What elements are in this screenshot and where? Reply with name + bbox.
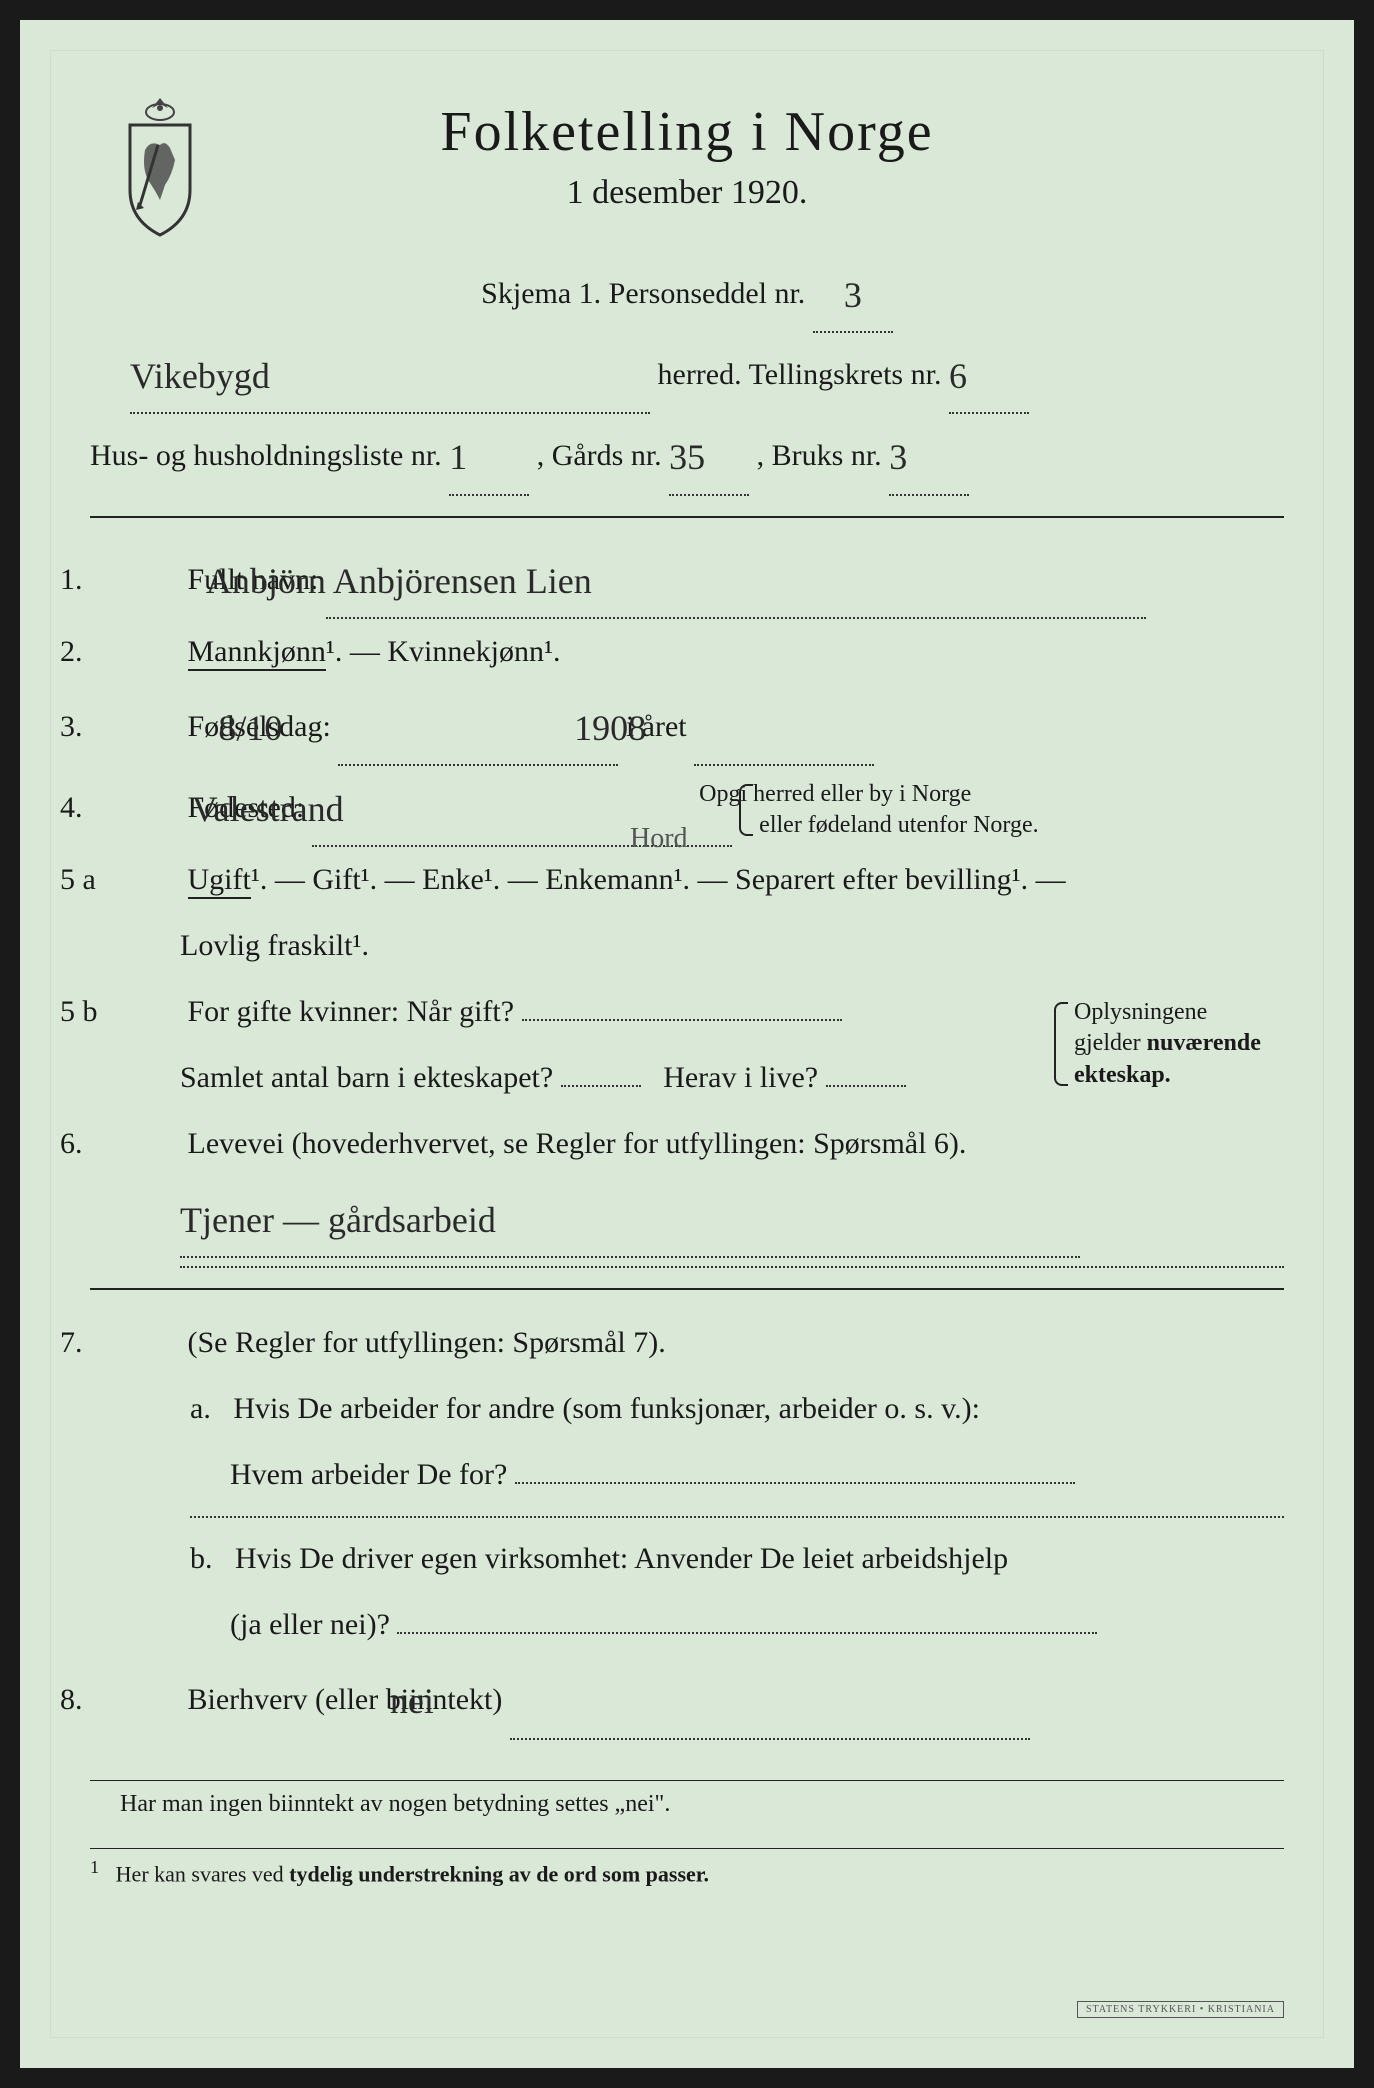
q5b-n3: ekteskap. — [1074, 1062, 1171, 1088]
husliste-label: Hus- og husholdningsliste nr. — [90, 439, 442, 472]
dotted-rule — [180, 1266, 1284, 1268]
q3: 3. Fødselsdag: 8/10 i året 1908 — [90, 685, 1284, 766]
dotted-rule-2 — [190, 1516, 1284, 1518]
q7-num: 7. — [120, 1310, 180, 1376]
q5b-n1: Oplysningene — [1074, 999, 1207, 1025]
q4-note1: Opgi herred eller by i Norge — [699, 781, 971, 807]
q2-kvinne: Kvinnekjønn¹. — [387, 635, 560, 668]
q4-value: Valestrand — [252, 770, 344, 849]
q5b-num: 5 b — [120, 979, 180, 1045]
q8: 8. Bierhverv (eller biinntekt) nei — [90, 1658, 1284, 1739]
q7b-l2: (ja eller nei)? — [90, 1592, 1284, 1658]
herred-label: herred. Tellingskrets nr. — [658, 358, 942, 391]
q5b-n2: gjelder gjelder nuværendenuværende — [1074, 1030, 1261, 1056]
q5a-l2: Lovlig fraskilt¹. — [180, 929, 369, 962]
herred-value: Vikebygd — [130, 337, 270, 416]
q4: 4. Fødested: Valestrand Opgi herred elle… — [90, 766, 1284, 847]
q2-mann: Mannkjønn — [188, 635, 326, 671]
q7b-l1t: Hvis De driver egen virksomhet: Anvender… — [235, 1542, 1008, 1575]
coat-of-arms-icon — [110, 90, 210, 240]
footnote-text: Her kan svares ved tydelig understreknin… — [105, 1861, 709, 1886]
q8-num: 8. — [120, 1667, 180, 1733]
q3-num: 3. — [120, 694, 180, 760]
q7b-l1: b. Hvis De driver egen virksomhet: Anven… — [90, 1526, 1284, 1592]
q5b-l1a: For gifte kvinner: Når gift? — [188, 995, 515, 1028]
footnote-sup: 1 — [90, 1857, 99, 1877]
q6-num: 6. — [120, 1111, 180, 1177]
q1: 1. Fullt navn: Anbjörn Anbjörensen Lien — [90, 538, 1284, 619]
q5a-num: 5 a — [120, 847, 180, 913]
q5a-rest: ¹. — Gift¹. — Enke¹. — Enkemann¹. — Sepa… — [251, 863, 1066, 896]
footnote: 1 Her kan svares ved tydelig understrekn… — [90, 1848, 1284, 1887]
q5b-l1: 5 b For gifte kvinner: Når gift? — [90, 979, 1054, 1045]
q1-value: Anbjörn Anbjörensen Lien — [266, 542, 592, 621]
census-form-page: Folketelling i Norge 1 desember 1920. Sk… — [20, 20, 1354, 2068]
page-title: Folketelling i Norge — [90, 100, 1284, 164]
q5b-l2a: Samlet antal barn i ekteskapet? — [180, 1061, 553, 1094]
gards-label: , Gårds nr. — [537, 439, 662, 472]
q4-note2: eller fødeland utenfor Norge. — [759, 812, 1038, 838]
bruks-nr: 3 — [889, 418, 907, 497]
q5a-line2: Lovlig fraskilt¹. — [90, 913, 1284, 979]
gards-nr: 35 — [669, 418, 705, 497]
q1-num: 1. — [120, 547, 180, 613]
q7b-l2t: (ja eller nei)? — [230, 1608, 390, 1641]
q7b-label: b. — [190, 1542, 213, 1575]
tellingskrets-nr: 6 — [949, 337, 967, 416]
q6-label: Levevei (hovederhvervet, se Regler for u… — [188, 1127, 967, 1160]
q7a-label: a. — [190, 1392, 211, 1425]
q2: 2. Mannkjønn¹. — Kvinnekjønn¹. — [90, 619, 1284, 685]
q7a-l1t: Hvis De arbeider for andre (som funksjon… — [233, 1392, 980, 1425]
q7a-l1: a. Hvis De arbeider for andre (som funks… — [90, 1376, 1284, 1442]
q7a-l2: Hvem arbeider De for? — [90, 1442, 1284, 1508]
q2-num: 2. — [120, 619, 180, 685]
q5a-ugift: Ugift — [188, 863, 251, 899]
q7a-l2t: Hvem arbeider De for? — [230, 1458, 507, 1491]
bruks-label: , Bruks nr. — [757, 439, 882, 472]
herred-line: Vikebygd herred. Tellingskrets nr. 6 — [90, 333, 1284, 414]
q4-note: Opgi herred eller by i Norge eller fødel… — [739, 779, 1038, 841]
q3-year: 1908 — [634, 689, 646, 768]
q6-value-line: Tjener — gårdsarbeid — [90, 1177, 1284, 1258]
q2-sep: ¹. — — [326, 635, 388, 668]
nei-note: Har man ingen biinntekt av nogen betydni… — [120, 1791, 1284, 1818]
header: Folketelling i Norge 1 desember 1920. — [90, 100, 1284, 212]
q5b-note: Oplysningene gjelder gjelder nuværendenu… — [1054, 997, 1284, 1091]
husliste-line: Hus- og husholdningsliste nr. 1 , Gårds … — [90, 414, 1284, 495]
q6-value: Tjener — gårdsarbeid — [180, 1181, 496, 1260]
q5b-l2: Samlet antal barn i ekteskapet? Herav i … — [90, 1045, 1054, 1111]
q7: 7. (Se Regler for utfyllingen: Spørsmål … — [90, 1310, 1284, 1376]
q4-num: 4. — [120, 775, 180, 841]
husliste-nr: 1 — [449, 418, 467, 497]
divider — [90, 516, 1284, 518]
q5b-row: 5 b For gifte kvinner: Når gift? Samlet … — [90, 979, 1284, 1111]
skjema-line: Skjema 1. Personseddel nr. 3 — [90, 252, 1284, 333]
printer-stamp: STATENS TRYKKERI • KRISTIANIA — [1077, 2001, 1284, 2018]
personseddel-nr: 3 — [844, 256, 862, 335]
q3-day: 8/10 — [278, 689, 282, 768]
page-subtitle: 1 desember 1920. — [90, 174, 1284, 212]
q5a: 5 a Ugift¹. — Gift¹. — Enke¹. — Enkemann… — [90, 847, 1284, 913]
divider-2 — [90, 1288, 1284, 1290]
q7-label: (Se Regler for utfyllingen: Spørsmål 7). — [188, 1326, 666, 1359]
q8-label: Bierhverv (eller biinntekt) — [188, 1683, 503, 1716]
divider-3 — [90, 1780, 1284, 1781]
q5b-l2b: Herav i live? — [663, 1061, 818, 1094]
skjema-label: Skjema 1. Personseddel nr. — [481, 277, 805, 310]
q6: 6. Levevei (hovederhvervet, se Regler fo… — [90, 1111, 1284, 1177]
